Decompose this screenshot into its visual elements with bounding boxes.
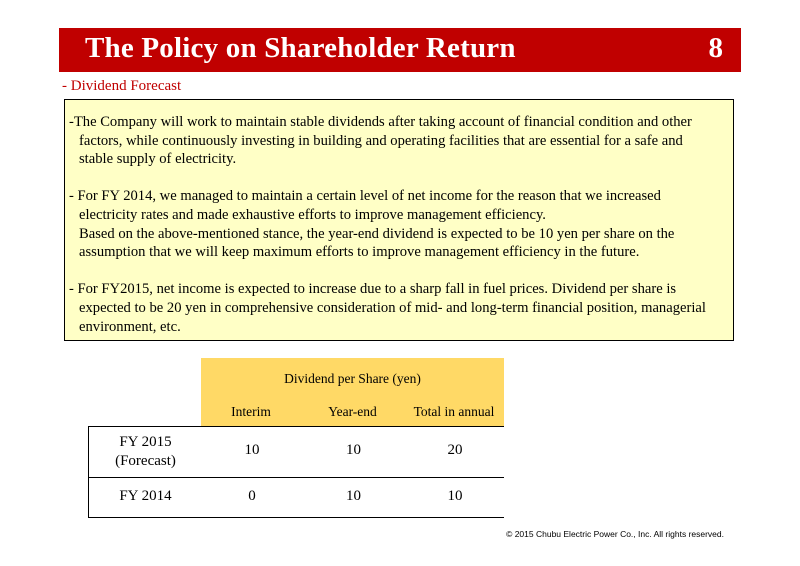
policy-note-box: -The Company will work to maintain stabl… (64, 99, 734, 341)
dividend-table-header: Dividend per Share (yen) Interim Year-en… (201, 358, 504, 426)
cell-interim: 0 (248, 488, 256, 504)
copyright-notice: © 2015 Chubu Electric Power Co., Inc. Al… (506, 529, 724, 539)
note-line: factors, while continuously investing in… (79, 132, 683, 149)
column-header-total-annual: Total in annual (413, 404, 495, 419)
table-row: FY 2014 0 10 10 (89, 477, 504, 516)
note-line: electricity rates and made exhaustive ef… (79, 206, 546, 223)
column-header-interim: Interim (231, 404, 271, 419)
note-line: expected to be 20 yen in comprehensive c… (79, 299, 706, 316)
column-header-year-end: Year-end (328, 404, 377, 419)
note-line: -The Company will work to maintain stabl… (69, 114, 692, 130)
note-paragraph-1: -The Company will work to maintain stabl… (69, 113, 727, 169)
row-label: FY 2014 (119, 488, 172, 504)
note-paragraph-3: - For FY2015, net income is expected to … (69, 280, 727, 336)
section-subtitle: - Dividend Forecast (62, 78, 182, 94)
page-title: The Policy on Shareholder Return (85, 32, 516, 64)
cell-total-annual: 20 (447, 442, 463, 458)
dividend-table: FY 2015 (Forecast) 10 10 20 FY 2014 0 10… (88, 426, 504, 518)
note-line: - For FY2015, net income is expected to … (69, 281, 677, 298)
table-group-label: Dividend per Share (yen) (284, 371, 421, 386)
title-bar: The Policy on Shareholder Return 8 (59, 28, 741, 72)
note-line: Based on the above-mentioned stance, the… (79, 225, 675, 242)
note-line: stable supply of electricity. (79, 151, 237, 168)
cell-year-end: 10 (346, 488, 361, 504)
note-line: environment, etc. (79, 318, 181, 335)
row-label-line: (Forecast) (115, 453, 176, 469)
row-label-line: FY 2015 (119, 434, 172, 450)
page-number: 8 (708, 32, 724, 64)
table-row: FY 2015 (Forecast) 10 10 20 (89, 427, 504, 478)
note-line: - For FY 2014, we managed to maintain a … (69, 188, 661, 205)
cell-total-annual: 10 (447, 488, 463, 504)
note-paragraph-2: - For FY 2014, we managed to maintain a … (69, 187, 727, 261)
cell-year-end: 10 (346, 442, 361, 458)
cell-interim: 10 (244, 442, 260, 458)
note-line: assumption that we will keep maximum eff… (79, 244, 640, 261)
row-label: FY 2015 (Forecast) (89, 433, 202, 471)
